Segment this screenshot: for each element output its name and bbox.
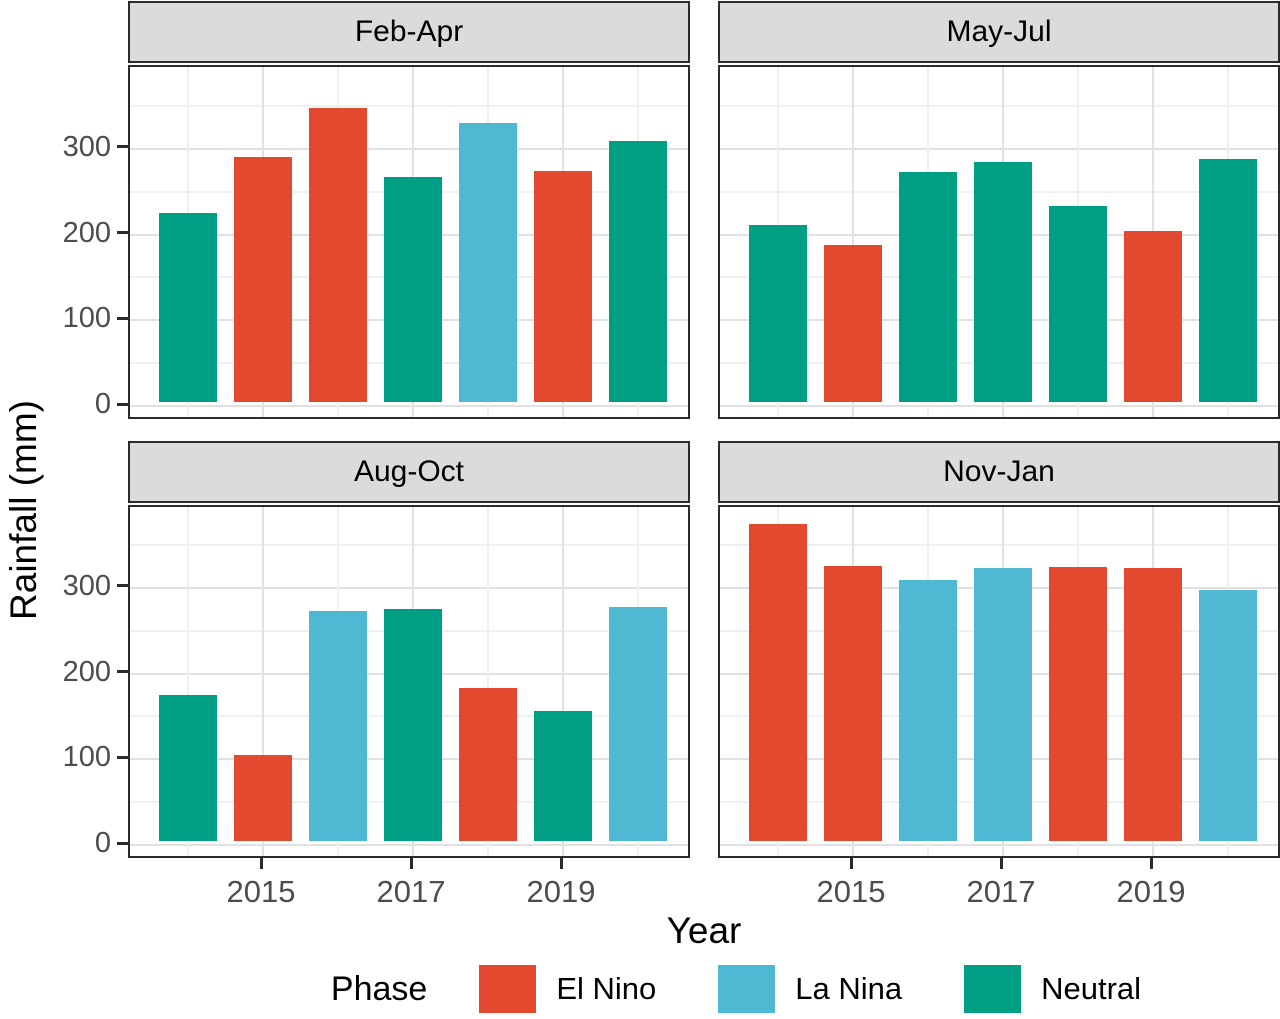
gridline-v-major: [262, 507, 264, 856]
y-tick-label: 200: [62, 655, 111, 688]
bar: [234, 157, 292, 402]
bar: [309, 108, 367, 402]
legend: Phase El Nino La Nina Neutral: [160, 963, 1280, 1015]
bar: [459, 123, 517, 402]
legend-item-label: El Nino: [556, 971, 657, 1006]
facet-panel: [128, 505, 690, 858]
bar: [609, 607, 667, 841]
x-tick-label: 2019: [1116, 874, 1186, 909]
x-tick-mark: [1149, 858, 1153, 869]
facet-strip-label: Nov-Jan: [943, 455, 1055, 488]
facet-strip: Nov-Jan: [718, 441, 1280, 503]
gridline-v-minor: [187, 507, 189, 856]
y-tick-mark: [117, 670, 128, 674]
legend-item-label: Neutral: [1041, 971, 1142, 1006]
x-tick-mark: [559, 858, 563, 869]
x-tick-mark: [409, 858, 413, 869]
facet-strip-label: Feb-Apr: [354, 15, 464, 48]
bar: [159, 213, 217, 402]
bar: [384, 177, 442, 402]
x-tick-label: 2017: [376, 874, 446, 909]
gridline-h-minor: [130, 105, 688, 108]
y-tick-label: 300: [62, 569, 111, 602]
y-tick-label: 300: [62, 130, 111, 163]
gridline-h-major: [130, 586, 688, 589]
legend-item: La Nina: [718, 965, 902, 1013]
bar: [234, 755, 292, 841]
y-tick-mark: [117, 231, 128, 235]
x-tick-label: 2015: [226, 874, 296, 909]
gridline-v-major: [562, 507, 564, 856]
y-tick-mark: [117, 755, 128, 759]
gridline-h-major: [130, 844, 688, 846]
gridline-h-major: [130, 147, 688, 150]
legend-swatch: [964, 965, 1022, 1013]
facet-panel: [718, 65, 1280, 419]
y-tick-mark: [117, 402, 128, 406]
bar: [609, 141, 667, 402]
x-tick-mark: [259, 858, 263, 869]
bar: [1124, 568, 1182, 841]
legend-items: El Nino La Nina Neutral: [479, 965, 1141, 1013]
y-tick-label: 100: [62, 741, 111, 774]
gridline-v-minor: [487, 507, 489, 856]
bar: [384, 609, 442, 841]
legend-item: El Nino: [479, 965, 656, 1013]
bar: [1199, 590, 1257, 841]
legend-swatch: [479, 965, 537, 1013]
facet-strip-label: Aug-Oct: [353, 455, 465, 488]
x-tick-label: 2015: [816, 874, 886, 909]
gridline-h-major: [720, 844, 1278, 846]
gridline-h-minor: [720, 544, 1278, 547]
bar: [899, 580, 957, 841]
gridline-h-major: [720, 147, 1278, 150]
x-tick-mark: [849, 858, 853, 869]
bar: [824, 245, 882, 402]
y-tick-label: 0: [94, 827, 111, 859]
bar: [974, 162, 1032, 402]
bar: [1199, 159, 1257, 402]
facet-panel: [718, 505, 1280, 858]
bar: [824, 566, 882, 841]
gridline-h-major: [130, 405, 688, 407]
gridline-v-major: [852, 67, 854, 417]
legend-title: Phase: [330, 969, 428, 1008]
y-tick-label: 200: [62, 216, 111, 249]
facet-strip: Aug-Oct: [128, 441, 690, 503]
y-tick-mark: [117, 584, 128, 588]
facet-panel: [128, 65, 690, 419]
facet-strip: May-Jul: [718, 1, 1280, 63]
gridline-h-major: [720, 405, 1278, 407]
y-tick-mark: [117, 841, 128, 845]
gridline-h-minor: [130, 544, 688, 547]
bar: [749, 225, 807, 402]
y-tick-mark: [117, 316, 128, 320]
bar: [974, 568, 1032, 841]
bar: [1049, 206, 1107, 402]
x-tick-label: 2017: [966, 874, 1036, 909]
bar: [159, 695, 217, 841]
bar: [1124, 231, 1182, 402]
legend-item-label: La Nina: [795, 971, 903, 1006]
bar: [534, 711, 592, 841]
gridline-h-minor: [720, 105, 1278, 108]
x-axis-title: Year: [666, 910, 742, 951]
x-tick-mark: [999, 858, 1003, 869]
facet-strip: Feb-Apr: [128, 1, 690, 63]
legend-item: Neutral: [964, 965, 1141, 1013]
facet-strip-label: May-Jul: [946, 15, 1052, 48]
bar: [459, 688, 517, 841]
bar: [309, 611, 367, 841]
bar: [899, 172, 957, 402]
bar: [1049, 567, 1107, 841]
y-tick-mark: [117, 145, 128, 149]
y-tick-label: 0: [94, 388, 111, 420]
bar: [534, 171, 592, 402]
legend-swatch: [718, 965, 776, 1013]
y-tick-label: 100: [62, 302, 111, 335]
x-tick-label: 2019: [526, 874, 596, 909]
bar: [749, 524, 807, 841]
